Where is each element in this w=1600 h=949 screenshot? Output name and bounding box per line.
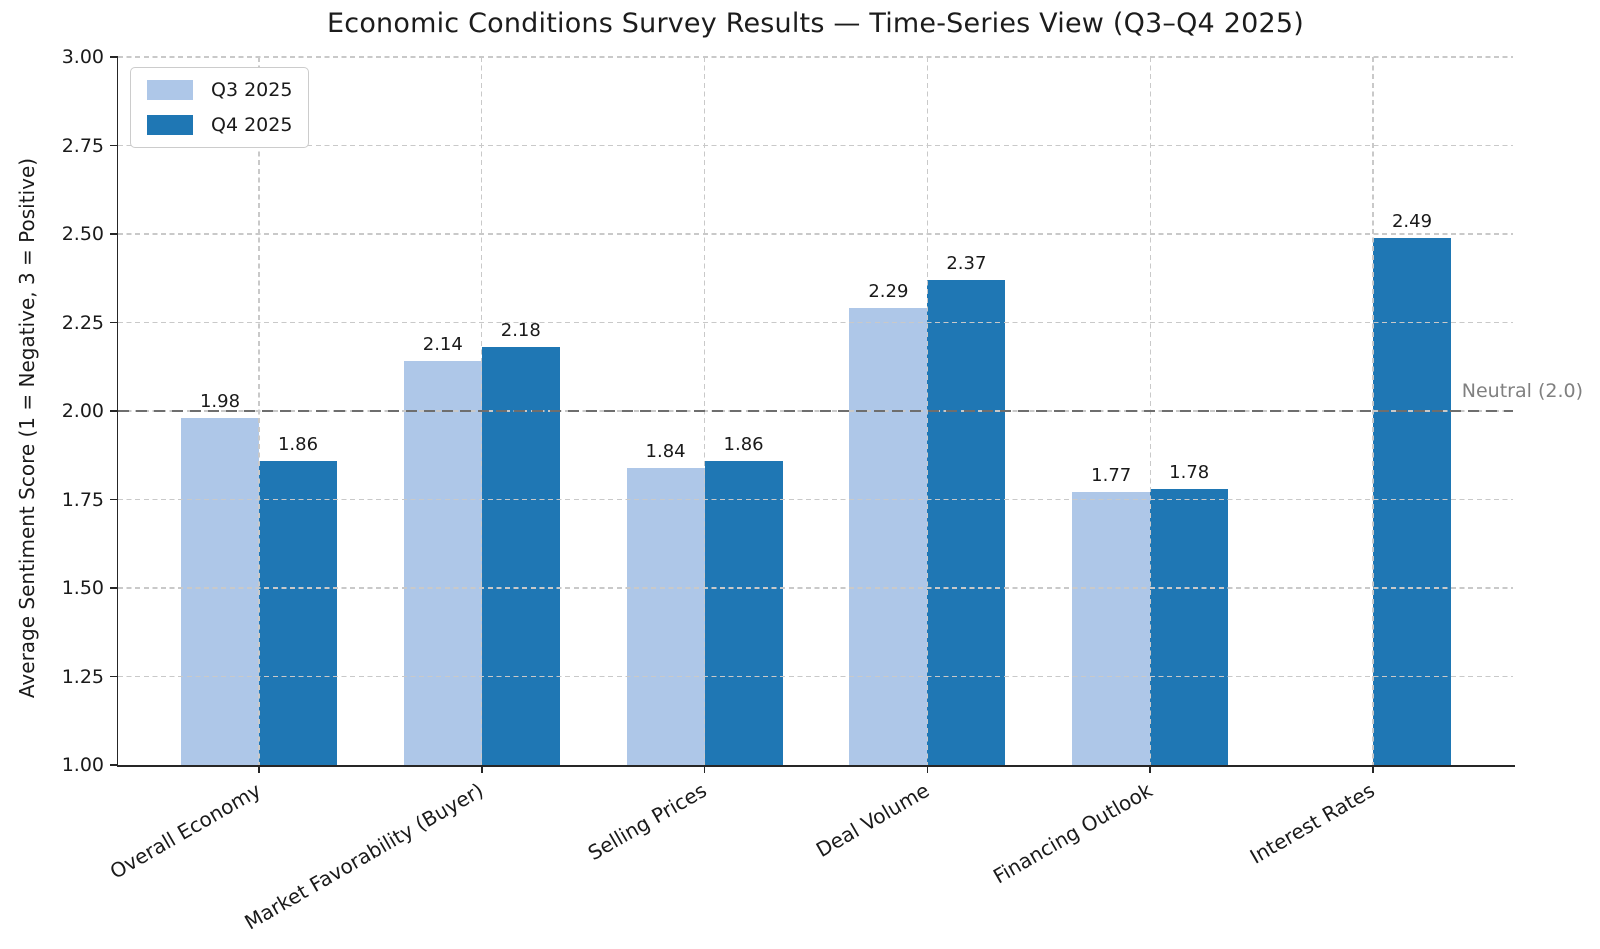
- legend-swatch: [147, 115, 193, 135]
- plot-area: 1.98 2.14 1.84 2.29 1.77 1.86 2.18 1.86 2.37 1.78…: [118, 56, 1513, 765]
- horizontal-gridline: [118, 498, 1513, 501]
- y-tick-label: 3.00: [61, 46, 104, 68]
- horizontal-gridline: [118, 56, 1513, 58]
- neutral-line-label: Neutral (2.0): [1461, 380, 1583, 402]
- horizontal-gridline: [118, 144, 1513, 147]
- x-tick-label: Financing Outlook: [988, 778, 1157, 889]
- y-tick-mark: [110, 675, 118, 678]
- y-tick-label: 2.75: [61, 134, 104, 157]
- neutral-reference-line: [118, 409, 1513, 413]
- bar-q3-2025-0: [181, 418, 259, 765]
- bar-value-label: 2.29: [868, 281, 909, 303]
- bar-q3-2025-2: [626, 467, 705, 765]
- legend-swatch: [147, 80, 193, 100]
- horizontal-gridline: [118, 587, 1513, 589]
- legend-item-q4-2025: Q4 2025: [147, 114, 292, 136]
- legend-label: Q4 2025: [211, 114, 293, 136]
- bar-q4-2025-5: [1373, 237, 1451, 765]
- x-tick-mark: [1149, 765, 1151, 773]
- y-tick-mark: [110, 498, 118, 501]
- chart-title: Economic Conditions Survey Results — Tim…: [327, 8, 1304, 39]
- bar-q3-2025-3: [849, 308, 928, 765]
- y-tick-label: 2.25: [61, 311, 104, 334]
- x-tick-label: Selling Prices: [583, 778, 711, 866]
- y-tick-label: 1.50: [61, 577, 104, 599]
- y-tick-label: 2.00: [61, 400, 104, 422]
- y-tick-mark: [110, 587, 118, 589]
- y-tick-mark: [110, 144, 118, 147]
- x-tick-label: Interest Rates: [1246, 778, 1379, 869]
- bar-value-label: 1.78: [1169, 461, 1210, 483]
- bar-value-label: 1.86: [723, 433, 764, 455]
- x-tick-mark: [926, 765, 929, 773]
- x-tick-label: Deal Volume: [812, 778, 934, 862]
- y-axis-spine: [116, 57, 119, 767]
- horizontal-gridline: [118, 233, 1513, 235]
- x-tick-label: Market Favorability (Buyer): [240, 778, 488, 935]
- x-tick-mark: [1372, 765, 1374, 773]
- x-tick-label: Overall Economy: [105, 778, 265, 884]
- bar-q4-2025-3: [927, 280, 1006, 765]
- x-axis-spine: [116, 765, 1515, 767]
- bar-value-label: 1.77: [1091, 465, 1132, 487]
- y-tick-mark: [110, 233, 118, 235]
- horizontal-gridline: [118, 321, 1513, 324]
- bar-value-label: 2.37: [946, 253, 987, 275]
- x-tick-mark: [703, 765, 706, 773]
- y-tick-mark: [110, 764, 118, 766]
- y-tick-mark: [110, 410, 118, 412]
- horizontal-gridline: [118, 675, 1513, 678]
- y-tick-label: 1.00: [61, 754, 104, 776]
- y-tick-mark: [110, 56, 118, 58]
- bar-value-label: 1.98: [199, 391, 241, 413]
- legend-label: Q3 2025: [211, 79, 293, 101]
- bar-q4-2025-2: [704, 460, 783, 765]
- y-tick-label: 1.75: [61, 488, 104, 511]
- bar-q3-2025-4: [1072, 492, 1151, 765]
- bar-value-label: 1.86: [277, 433, 319, 455]
- legend-item-q3-2025: Q3 2025: [147, 79, 292, 101]
- y-tick-mark: [110, 321, 118, 324]
- x-tick-mark: [258, 765, 260, 773]
- bar-q4-2025-0: [259, 460, 337, 765]
- bar-value-label: 2.49: [1391, 210, 1433, 232]
- y-tick-label: 1.25: [61, 665, 104, 688]
- bar-value-label: 2.14: [422, 334, 463, 356]
- bar-q3-2025-1: [403, 361, 482, 765]
- y-tick-label: 2.50: [61, 223, 104, 245]
- legend: Q3 2025 Q4 2025: [130, 67, 310, 148]
- bar-value-label: 2.18: [500, 320, 541, 342]
- bar-value-label: 1.84: [645, 440, 686, 462]
- bar-q4-2025-4: [1150, 488, 1229, 765]
- x-tick-mark: [481, 765, 483, 773]
- bar-q4-2025-1: [481, 347, 560, 765]
